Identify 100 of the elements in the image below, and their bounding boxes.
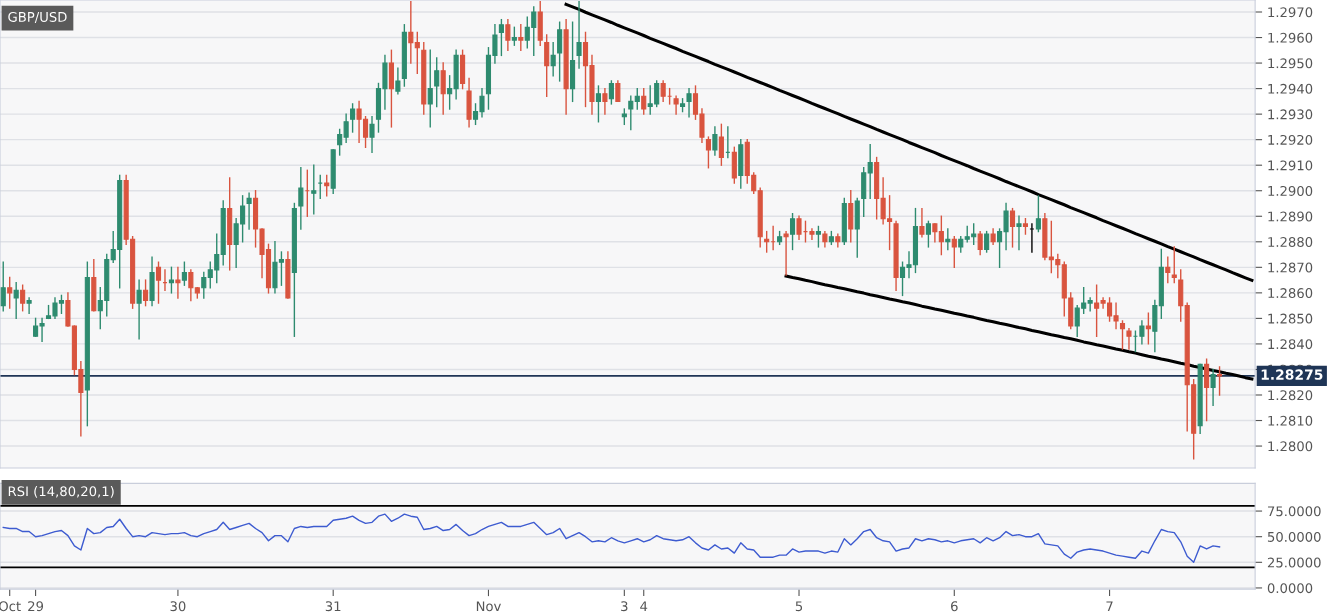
candlestick [705, 136, 711, 169]
x-tick-label: 29 [28, 601, 44, 612]
candlestick [1165, 256, 1171, 284]
y-tick-label: 1.2900 [1268, 185, 1313, 196]
candlestick [1216, 366, 1223, 396]
candlestick [718, 123, 724, 166]
x-tick-label: Nov [476, 601, 501, 612]
candlestick [951, 235, 957, 269]
candlestick [26, 297, 32, 314]
y-tick-label: 1.2890 [1268, 211, 1313, 222]
candlestick [181, 261, 187, 286]
y-tick-label: 1.2920 [1268, 134, 1313, 145]
ref-line-label: 1.28275 [1261, 369, 1323, 380]
candlestick [815, 225, 821, 248]
y-tick-label: 50.0000 [1267, 531, 1321, 542]
candlestick [427, 49, 433, 128]
candlestick [414, 31, 420, 74]
candlestick [550, 41, 556, 77]
candlestick [595, 85, 602, 123]
candlestick [20, 284, 26, 312]
y-tick-label: 1.2840 [1268, 339, 1313, 350]
chart-title: RSI (14,80,20,1) [8, 486, 114, 498]
candlestick [1126, 327, 1132, 350]
candlestick [835, 233, 841, 248]
candlestick [155, 261, 162, 304]
x-tick-label: 6 [951, 601, 958, 612]
line-series [564, 2, 1254, 282]
candlestick [977, 230, 983, 256]
candlestick [544, 34, 550, 97]
candlestick [1171, 246, 1177, 284]
candlestick [1035, 195, 1041, 233]
candlestick [136, 279, 142, 340]
x-tick-label: 5 [795, 601, 803, 612]
y-tick-label: 1.2950 [1268, 58, 1313, 69]
candlestick [634, 87, 640, 110]
y-tick-label: 1.2930 [1268, 109, 1313, 120]
y-tick-label: 1.2960 [1268, 32, 1313, 43]
candlestick [615, 80, 621, 103]
candlestick [1210, 368, 1216, 406]
candlestick [673, 95, 679, 115]
candlestick [1145, 312, 1151, 345]
candlestick [7, 276, 13, 309]
candlestick [311, 164, 317, 215]
candlestick [1204, 358, 1210, 422]
candlestick [608, 80, 614, 105]
candlestick [498, 18, 504, 57]
candlestick [518, 24, 524, 51]
candlestick [175, 266, 181, 299]
x-tick-label: 3 [621, 601, 628, 612]
candlestick [298, 167, 304, 230]
candlestick [783, 230, 789, 276]
candlestick [350, 103, 356, 133]
candlestick [201, 271, 207, 299]
x-tick-label: 7 [1106, 601, 1113, 611]
x-tick-label: 4 [640, 601, 648, 611]
candlestick [168, 266, 175, 294]
candlestick [1016, 215, 1022, 251]
candlestick [984, 230, 990, 253]
y-tick-label: 1.2880 [1268, 237, 1313, 247]
y-tick-label: 1.2850 [1268, 313, 1313, 324]
y-tick-label: 1.2820 [1268, 390, 1313, 401]
candlestick [628, 95, 634, 131]
candlestick [395, 67, 401, 95]
y-tick-label: 1.2940 [1268, 83, 1313, 94]
candlestick [576, 1, 582, 69]
y-tick-label: 25.0000 [1267, 557, 1321, 568]
candlestick [602, 87, 608, 115]
y-tick-label: 1.2970 [1268, 7, 1313, 18]
candlestick [1119, 320, 1126, 350]
x-tick-label: Oct [0, 601, 21, 612]
candlestick [919, 207, 925, 238]
candlestick [686, 87, 692, 118]
candlestick [660, 80, 666, 103]
y-tick-label: 1.2870 [1268, 262, 1313, 273]
candlestick [408, 1, 414, 64]
y-tick-label: 0.0000 [1267, 583, 1313, 594]
y-tick-label: 1.2910 [1268, 160, 1313, 171]
line-series [784, 274, 1254, 381]
candlestick [143, 279, 149, 307]
candlestick [505, 18, 511, 51]
text: GBP/USD [8, 11, 67, 23]
candlestick [0, 261, 6, 312]
candlestick [13, 281, 19, 320]
y-tick-label: 75.0000 [1268, 506, 1321, 517]
candlestick [712, 126, 718, 156]
candlestick [789, 213, 796, 251]
candlestick [867, 144, 873, 200]
y-tick-label: 1.2800 [1268, 441, 1313, 452]
candlestick [369, 115, 375, 154]
candlestick [641, 87, 647, 115]
candlestick [809, 228, 815, 240]
candlestick [557, 21, 563, 82]
x-tick-label: 30 [170, 601, 186, 612]
x-tick-label: 31 [325, 601, 341, 612]
candlestick [434, 57, 440, 108]
candlestick [440, 62, 446, 115]
candlestick [925, 220, 931, 248]
candlestick [1139, 320, 1145, 345]
y-tick-label: 1.2810 [1268, 415, 1313, 426]
candlestick [246, 192, 252, 230]
